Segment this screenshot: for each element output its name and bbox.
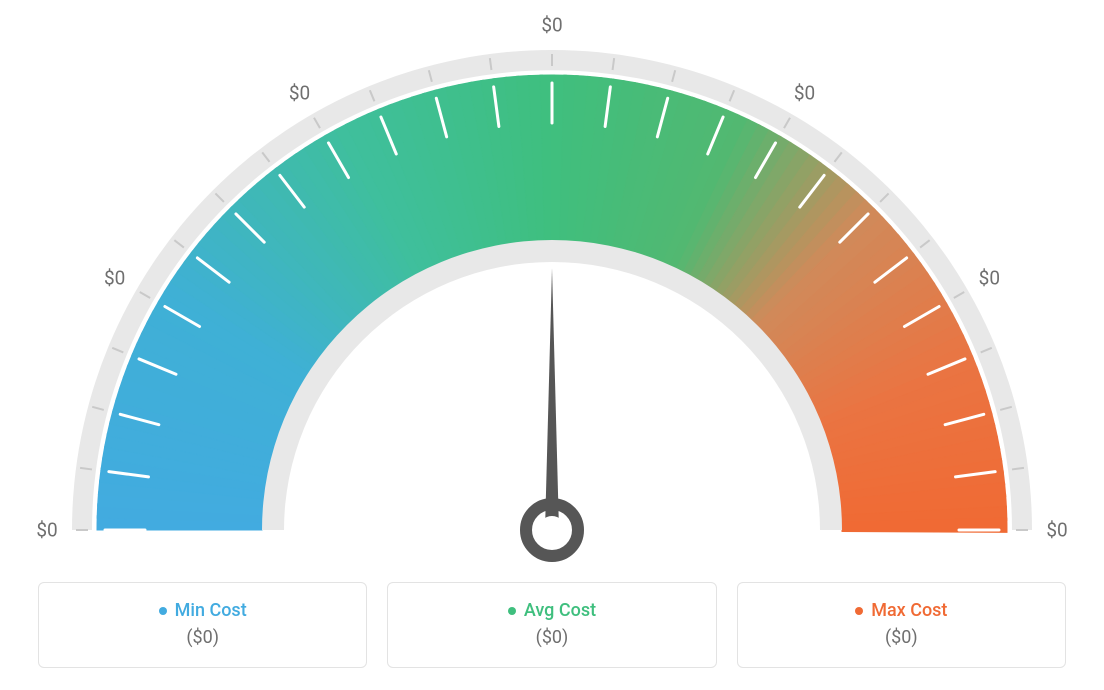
legend-title-min: Min Cost	[159, 600, 247, 621]
legend-dot-min	[159, 607, 167, 615]
gauge-tick-label: $0	[104, 266, 125, 289]
legend-title-max: Max Cost	[855, 600, 947, 621]
legend-label-max: Max Cost	[871, 600, 947, 621]
legend-value-max: ($0)	[885, 627, 918, 648]
legend-label-min: Min Cost	[175, 600, 247, 621]
legend-title-avg: Avg Cost	[508, 600, 596, 621]
legend-card-avg: Avg Cost ($0)	[387, 582, 716, 668]
legend-value-min: ($0)	[186, 627, 219, 648]
gauge-tick-label: $0	[794, 81, 815, 104]
chart-container: $0 $0 $0 $0 $0 $0 $0 Min Cost ($0) Avg Cost ($…	[0, 0, 1104, 690]
gauge-svg	[0, 0, 1104, 570]
gauge-tick-label: $0	[979, 266, 1000, 289]
legend-row: Min Cost ($0) Avg Cost ($0) Max Cost ($0…	[0, 582, 1104, 690]
gauge-area: $0 $0 $0 $0 $0 $0 $0	[0, 0, 1104, 570]
gauge-tick-label: $0	[1046, 519, 1067, 542]
legend-dot-max	[855, 607, 863, 615]
legend-label-avg: Avg Cost	[524, 600, 596, 621]
legend-card-min: Min Cost ($0)	[38, 582, 367, 668]
gauge-tick-label: $0	[289, 81, 310, 104]
legend-value-avg: ($0)	[536, 627, 569, 648]
gauge-tick-label: $0	[36, 519, 57, 542]
gauge-tick-label: $0	[541, 14, 562, 37]
legend-dot-avg	[508, 607, 516, 615]
legend-card-max: Max Cost ($0)	[737, 582, 1066, 668]
